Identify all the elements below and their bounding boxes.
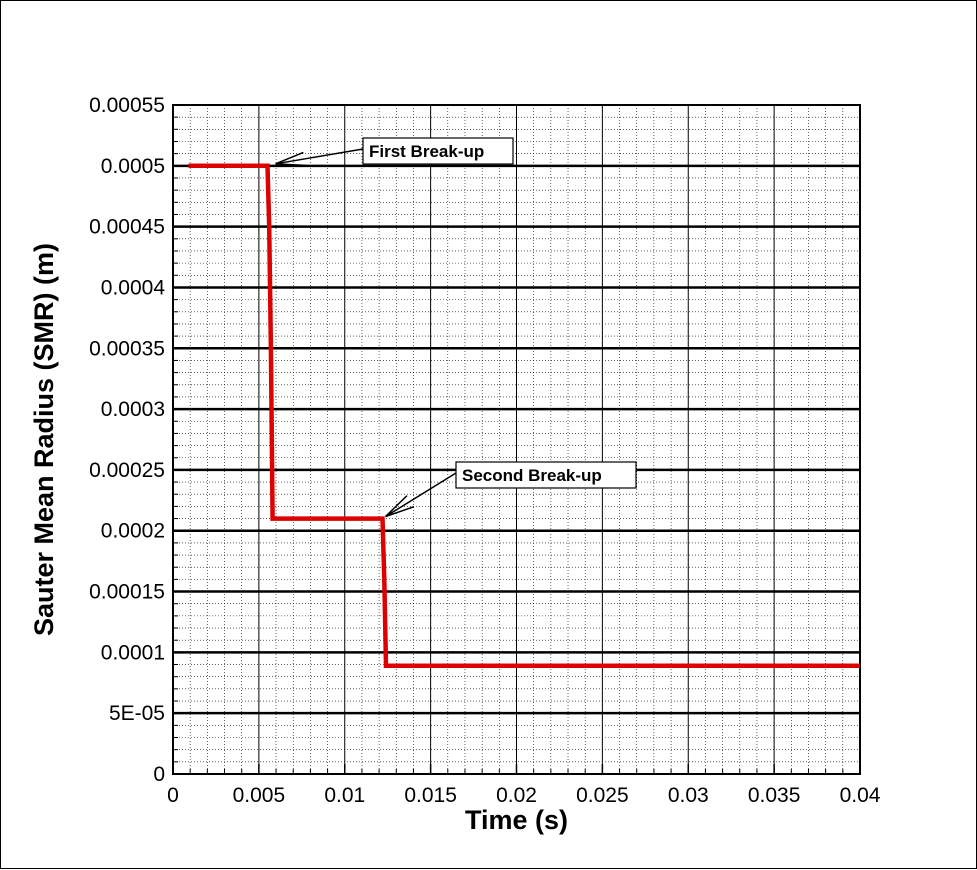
x-tick-label: 0.035 [748,784,801,807]
y-tick-label: 0.0001 [101,641,165,664]
y-tick-label: 0.00025 [89,459,165,482]
x-tick-label: 0.04 [840,784,881,807]
annotation-leader [385,472,457,518]
x-tick-label: 0.005 [233,784,286,807]
y-axis-title: Sauter Mean Radius (SMR) (m) [29,243,59,636]
x-tick-label: 0.01 [324,784,365,807]
series-line [188,163,860,668]
series-layer [188,163,860,668]
y-tick-label: 0.00035 [89,337,165,360]
y-tick-label: 0.00055 [89,94,165,117]
annotation-arrowhead [385,495,415,518]
annotations: First Break-up Second Break-up [275,137,637,518]
y-tick-label: 0.0005 [101,155,165,178]
annotation-leader [275,148,364,165]
y-tick-label: 0 [153,763,165,786]
major-grid [173,105,860,774]
x-tick-label: 0.025 [576,784,629,807]
x-tick-label: 0.02 [496,784,537,807]
y-tick-label: 0.0003 [101,398,165,421]
y-tick-label: 5E-05 [109,702,165,725]
annotation-box [362,137,514,165]
axis-ticks [172,104,861,775]
annotation-arrowhead [275,151,306,167]
y-tick-label: 0.00045 [89,216,165,239]
annotation-label: First Break-up [369,142,484,161]
x-tick-label: 0.015 [404,784,457,807]
minor-grid [173,105,860,774]
y-tick-labels: 0 5E-05 0.0001 0.00015 0.0002 0.00025 0.0003 0.… [89,94,165,786]
annotation-label: Second Break-up [462,466,602,485]
y-tick-label: 0.0004 [101,276,166,299]
annotation-box [455,461,637,489]
y-tick-label: 0.00015 [89,581,165,604]
x-axis-title: Time (s) [465,805,568,835]
x-tick-label: 0.03 [668,784,709,807]
x-tick-label: 0 [167,784,179,807]
y-tick-label: 0.0002 [101,520,165,543]
x-tick-labels: 0 0.005 0.01 0.015 0.02 0.025 0.03 0.035 0.04 [167,784,881,807]
